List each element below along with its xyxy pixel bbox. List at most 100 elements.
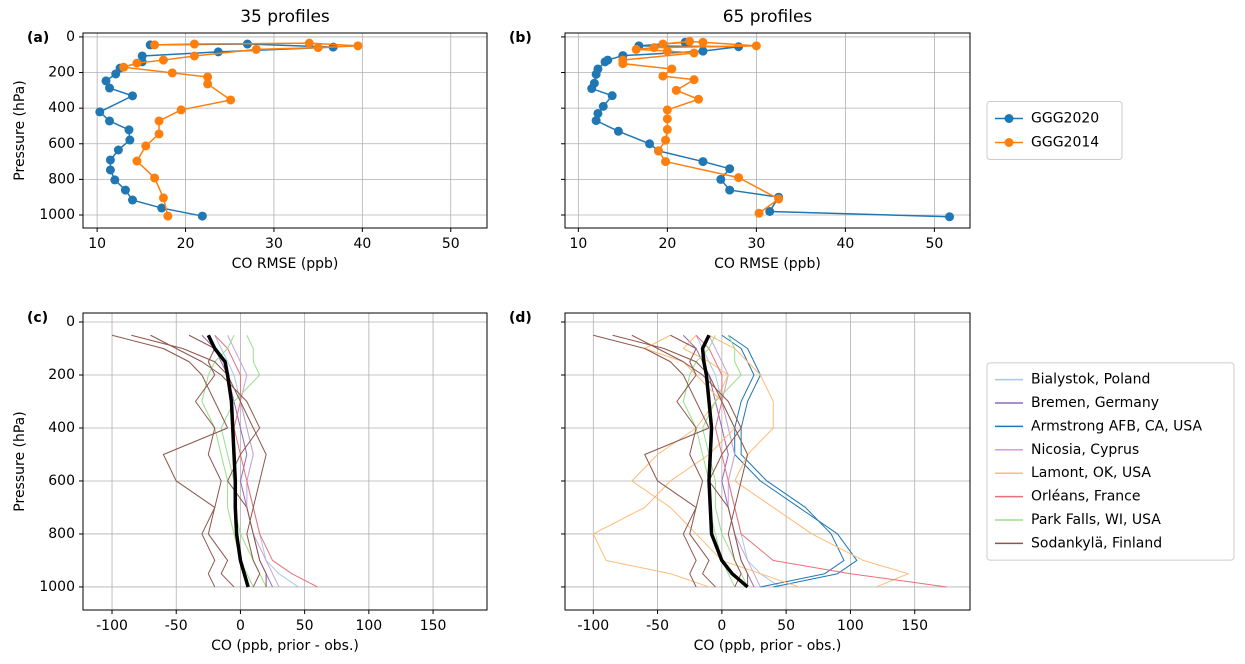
marker xyxy=(105,165,115,175)
marker xyxy=(685,36,695,46)
y-tick-label: 600 xyxy=(48,473,75,489)
marker xyxy=(128,195,138,205)
line xyxy=(111,334,235,588)
y-tick-label: 800 xyxy=(48,171,75,187)
marker xyxy=(661,157,671,167)
x-tick-label: 100 xyxy=(355,618,382,634)
marker xyxy=(167,68,177,78)
x-tick-label: 50 xyxy=(296,618,314,634)
line xyxy=(622,40,780,214)
line xyxy=(631,334,749,587)
plot-area xyxy=(111,334,318,588)
marker xyxy=(203,79,213,89)
x-axis-label: CO (ppb, prior - obs.) xyxy=(211,638,359,654)
marker xyxy=(725,164,735,174)
line xyxy=(612,334,749,588)
plot-area xyxy=(587,36,955,222)
marker xyxy=(694,94,704,104)
legend-label: Armstrong AFB, CA, USA xyxy=(1031,418,1203,434)
line xyxy=(700,334,749,589)
legend-label: Orléans, France xyxy=(1031,489,1140,505)
x-axis-label: CO RMSE (ppb) xyxy=(714,256,821,272)
chart-title: 65 profiles xyxy=(723,7,813,27)
marker xyxy=(765,206,775,216)
legend-label: Nicosia, Cyprus xyxy=(1031,442,1139,458)
axes-frame xyxy=(564,32,971,229)
x-tick-label: 150 xyxy=(420,618,447,634)
x-tick-label: 30 xyxy=(265,236,283,252)
line xyxy=(122,42,359,217)
marker xyxy=(150,40,160,50)
y-tick-label: 200 xyxy=(48,65,75,81)
legend-label: Sodankylä, Finland xyxy=(1031,535,1162,551)
marker xyxy=(150,173,160,183)
marker xyxy=(661,135,671,145)
line xyxy=(206,334,250,588)
x-tick-label: 100 xyxy=(837,618,864,634)
marker xyxy=(698,37,708,47)
x-tick-label: 40 xyxy=(353,236,371,252)
panel-label: (c) xyxy=(27,310,48,326)
marker xyxy=(618,59,628,69)
marker xyxy=(189,39,199,49)
marker xyxy=(658,71,668,81)
axes-frame xyxy=(82,32,488,229)
x-tick-label: -50 xyxy=(646,618,669,634)
marker xyxy=(111,69,121,79)
marker xyxy=(689,75,699,85)
marker xyxy=(189,51,199,61)
line xyxy=(590,41,950,218)
marker xyxy=(734,173,744,183)
legend-label: GGG2014 xyxy=(1031,135,1099,151)
y-tick-label: 1000 xyxy=(39,579,75,595)
legend-label: Park Falls, WI, USA xyxy=(1031,512,1161,528)
marker xyxy=(105,155,115,165)
x-tick-label: 150 xyxy=(901,618,928,634)
line xyxy=(631,334,800,588)
marker xyxy=(662,114,672,124)
y-tick-label: 400 xyxy=(48,100,75,116)
marker xyxy=(667,64,677,74)
marker xyxy=(163,211,173,221)
panel-label: (b) xyxy=(509,30,532,46)
x-tick-label: 30 xyxy=(747,236,765,252)
x-axis-label: CO (ppb, prior - obs.) xyxy=(694,638,842,654)
marker xyxy=(304,38,314,48)
marker xyxy=(698,46,708,56)
marker xyxy=(154,129,164,139)
line xyxy=(695,334,947,588)
legend-marker xyxy=(1004,138,1014,147)
marker xyxy=(587,84,597,94)
marker xyxy=(120,185,130,195)
x-tick-label: 0 xyxy=(717,618,726,634)
line xyxy=(593,334,716,588)
marker xyxy=(600,57,610,67)
marker xyxy=(158,193,168,203)
x-tick-label: 10 xyxy=(569,236,587,252)
marker xyxy=(113,145,123,155)
line xyxy=(708,335,761,588)
legend-label: Bialystok, Poland xyxy=(1031,372,1150,388)
y-tick-label: 0 xyxy=(66,314,75,330)
marker xyxy=(725,185,735,195)
marker xyxy=(774,194,784,204)
marker xyxy=(213,47,223,57)
line xyxy=(131,334,267,588)
marker xyxy=(698,157,708,167)
marker xyxy=(662,105,672,115)
plot-area xyxy=(592,334,947,589)
marker xyxy=(751,41,761,51)
line xyxy=(214,334,318,588)
marker xyxy=(141,141,151,151)
marker xyxy=(158,55,168,65)
x-tick-label: 20 xyxy=(658,236,676,252)
marker xyxy=(128,91,138,101)
marker xyxy=(649,43,659,53)
marker xyxy=(754,208,764,218)
line xyxy=(188,334,222,588)
marker xyxy=(157,203,167,213)
marker xyxy=(716,174,726,184)
x-tick-label: -50 xyxy=(165,618,188,634)
marker xyxy=(119,62,129,72)
